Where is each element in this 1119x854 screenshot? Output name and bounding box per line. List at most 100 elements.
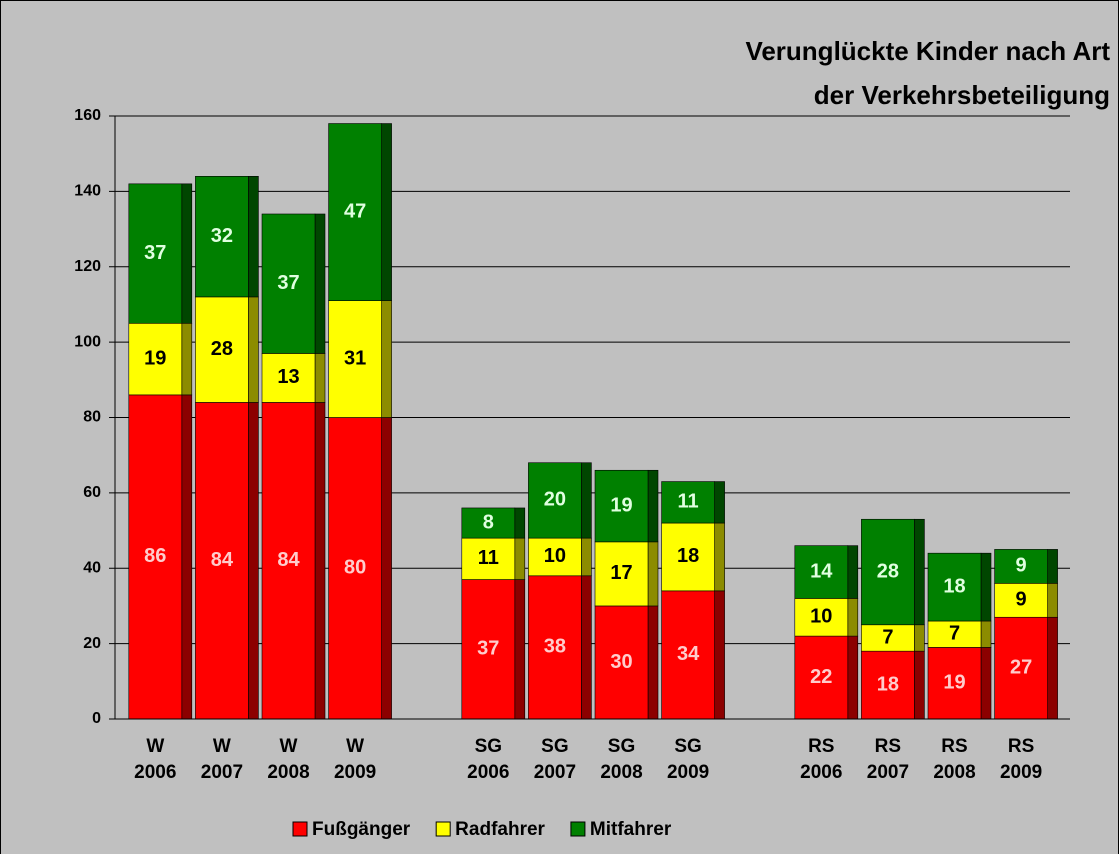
- bar: [195, 176, 249, 298]
- bar-side: [514, 579, 526, 720]
- bar-side: [647, 541, 659, 607]
- bar: [128, 183, 183, 324]
- bar: [794, 598, 849, 637]
- data-label: 34: [677, 643, 700, 665]
- bar: [261, 402, 316, 720]
- bar-side: [248, 176, 259, 298]
- legend-label: Radfahrer: [455, 819, 545, 840]
- legend-label: Mitfahrer: [590, 819, 672, 840]
- data-label: 10: [544, 545, 566, 567]
- y-tick-label: 20: [83, 635, 101, 652]
- bar-side: [1047, 549, 1058, 584]
- data-label: 18: [677, 545, 699, 567]
- bar-side: [581, 575, 592, 720]
- data-label: 7: [949, 622, 960, 644]
- x-tick-label: W 2006: [134, 736, 177, 783]
- bar: [594, 605, 649, 720]
- y-tick-label: 160: [74, 107, 101, 124]
- bar: [861, 624, 915, 652]
- x-tick-label: RS 2007: [866, 736, 910, 783]
- x-tick-label: W 2007: [200, 736, 244, 783]
- bar-side: [181, 183, 193, 324]
- x-tick-label: SG 2006: [467, 736, 510, 783]
- bar: [328, 417, 382, 720]
- bar: [128, 322, 183, 396]
- bar: [528, 537, 582, 577]
- bar: [528, 462, 582, 539]
- bar: [927, 620, 982, 648]
- y-tick-label: 140: [74, 183, 101, 200]
- x-tick-label: RS 2006: [800, 736, 843, 783]
- bar-side: [714, 481, 725, 524]
- bar: [794, 545, 849, 599]
- bar: [261, 213, 316, 354]
- bar-side: [581, 462, 592, 539]
- bar: [861, 650, 915, 720]
- bar-side: [647, 469, 659, 543]
- data-label: 38: [544, 636, 566, 658]
- bar-side: [714, 590, 725, 720]
- data-label: 86: [144, 545, 166, 567]
- data-label: 20: [544, 489, 566, 511]
- x-tick-label: RS 2008: [933, 736, 976, 783]
- x-tick-label: SG 2009: [666, 736, 710, 783]
- data-label: 11: [678, 491, 699, 513]
- x-tick-label: W 2009: [333, 736, 377, 783]
- bar-side: [1047, 583, 1058, 618]
- data-label: 19: [144, 347, 166, 369]
- data-label: 47: [344, 200, 366, 222]
- bar: [328, 123, 382, 301]
- bar-side: [248, 402, 259, 720]
- bar-side: [181, 322, 193, 396]
- legend-swatch: [570, 821, 586, 837]
- bar-side: [181, 394, 193, 720]
- data-label: 10: [810, 606, 832, 628]
- data-label: 37: [277, 272, 299, 294]
- data-label: 32: [211, 225, 233, 247]
- data-label: 17: [610, 562, 632, 584]
- bar-side: [314, 213, 326, 354]
- legend-label: Fußgänger: [312, 819, 411, 840]
- bar-side: [847, 545, 859, 599]
- bar: [994, 549, 1048, 584]
- bar-side: [980, 647, 992, 720]
- bar-side: [514, 537, 526, 580]
- bar: [461, 537, 516, 580]
- y-tick-label: 120: [74, 258, 101, 275]
- data-label: 9: [1016, 589, 1027, 611]
- bar-side: [980, 620, 992, 648]
- bar: [927, 647, 982, 720]
- data-label: 9: [1016, 555, 1027, 577]
- bar-side: [1047, 616, 1058, 720]
- data-label: 11: [478, 547, 499, 569]
- y-tick-label: 0: [92, 710, 101, 727]
- y-tick-label: 40: [83, 559, 101, 576]
- bar-side: [847, 635, 859, 720]
- bar-side: [847, 598, 859, 637]
- data-label: 8: [483, 511, 494, 533]
- data-label: 84: [277, 549, 300, 571]
- data-label: 22: [810, 666, 832, 688]
- x-tick-label: SG 2008: [600, 736, 643, 783]
- data-label: 28: [211, 338, 233, 360]
- bar: [461, 507, 516, 539]
- bar: [128, 394, 183, 720]
- bar: [461, 579, 516, 720]
- data-label: 13: [277, 366, 299, 388]
- chart-title: Verunglückte Kinder nach Art: [745, 36, 1110, 66]
- bar-side: [381, 417, 392, 720]
- bar-side: [581, 537, 592, 577]
- legend-swatch: [435, 821, 451, 837]
- bar: [195, 402, 249, 720]
- x-tick-label: W 2008: [267, 736, 310, 783]
- bar-side: [248, 296, 259, 403]
- y-tick-label: 100: [74, 333, 101, 350]
- data-label: 30: [610, 651, 632, 673]
- bar: [927, 552, 982, 622]
- bar-side: [914, 624, 925, 652]
- data-label: 18: [877, 673, 899, 695]
- data-label: 28: [877, 560, 899, 582]
- data-label: 7: [882, 626, 893, 648]
- bar: [195, 296, 249, 403]
